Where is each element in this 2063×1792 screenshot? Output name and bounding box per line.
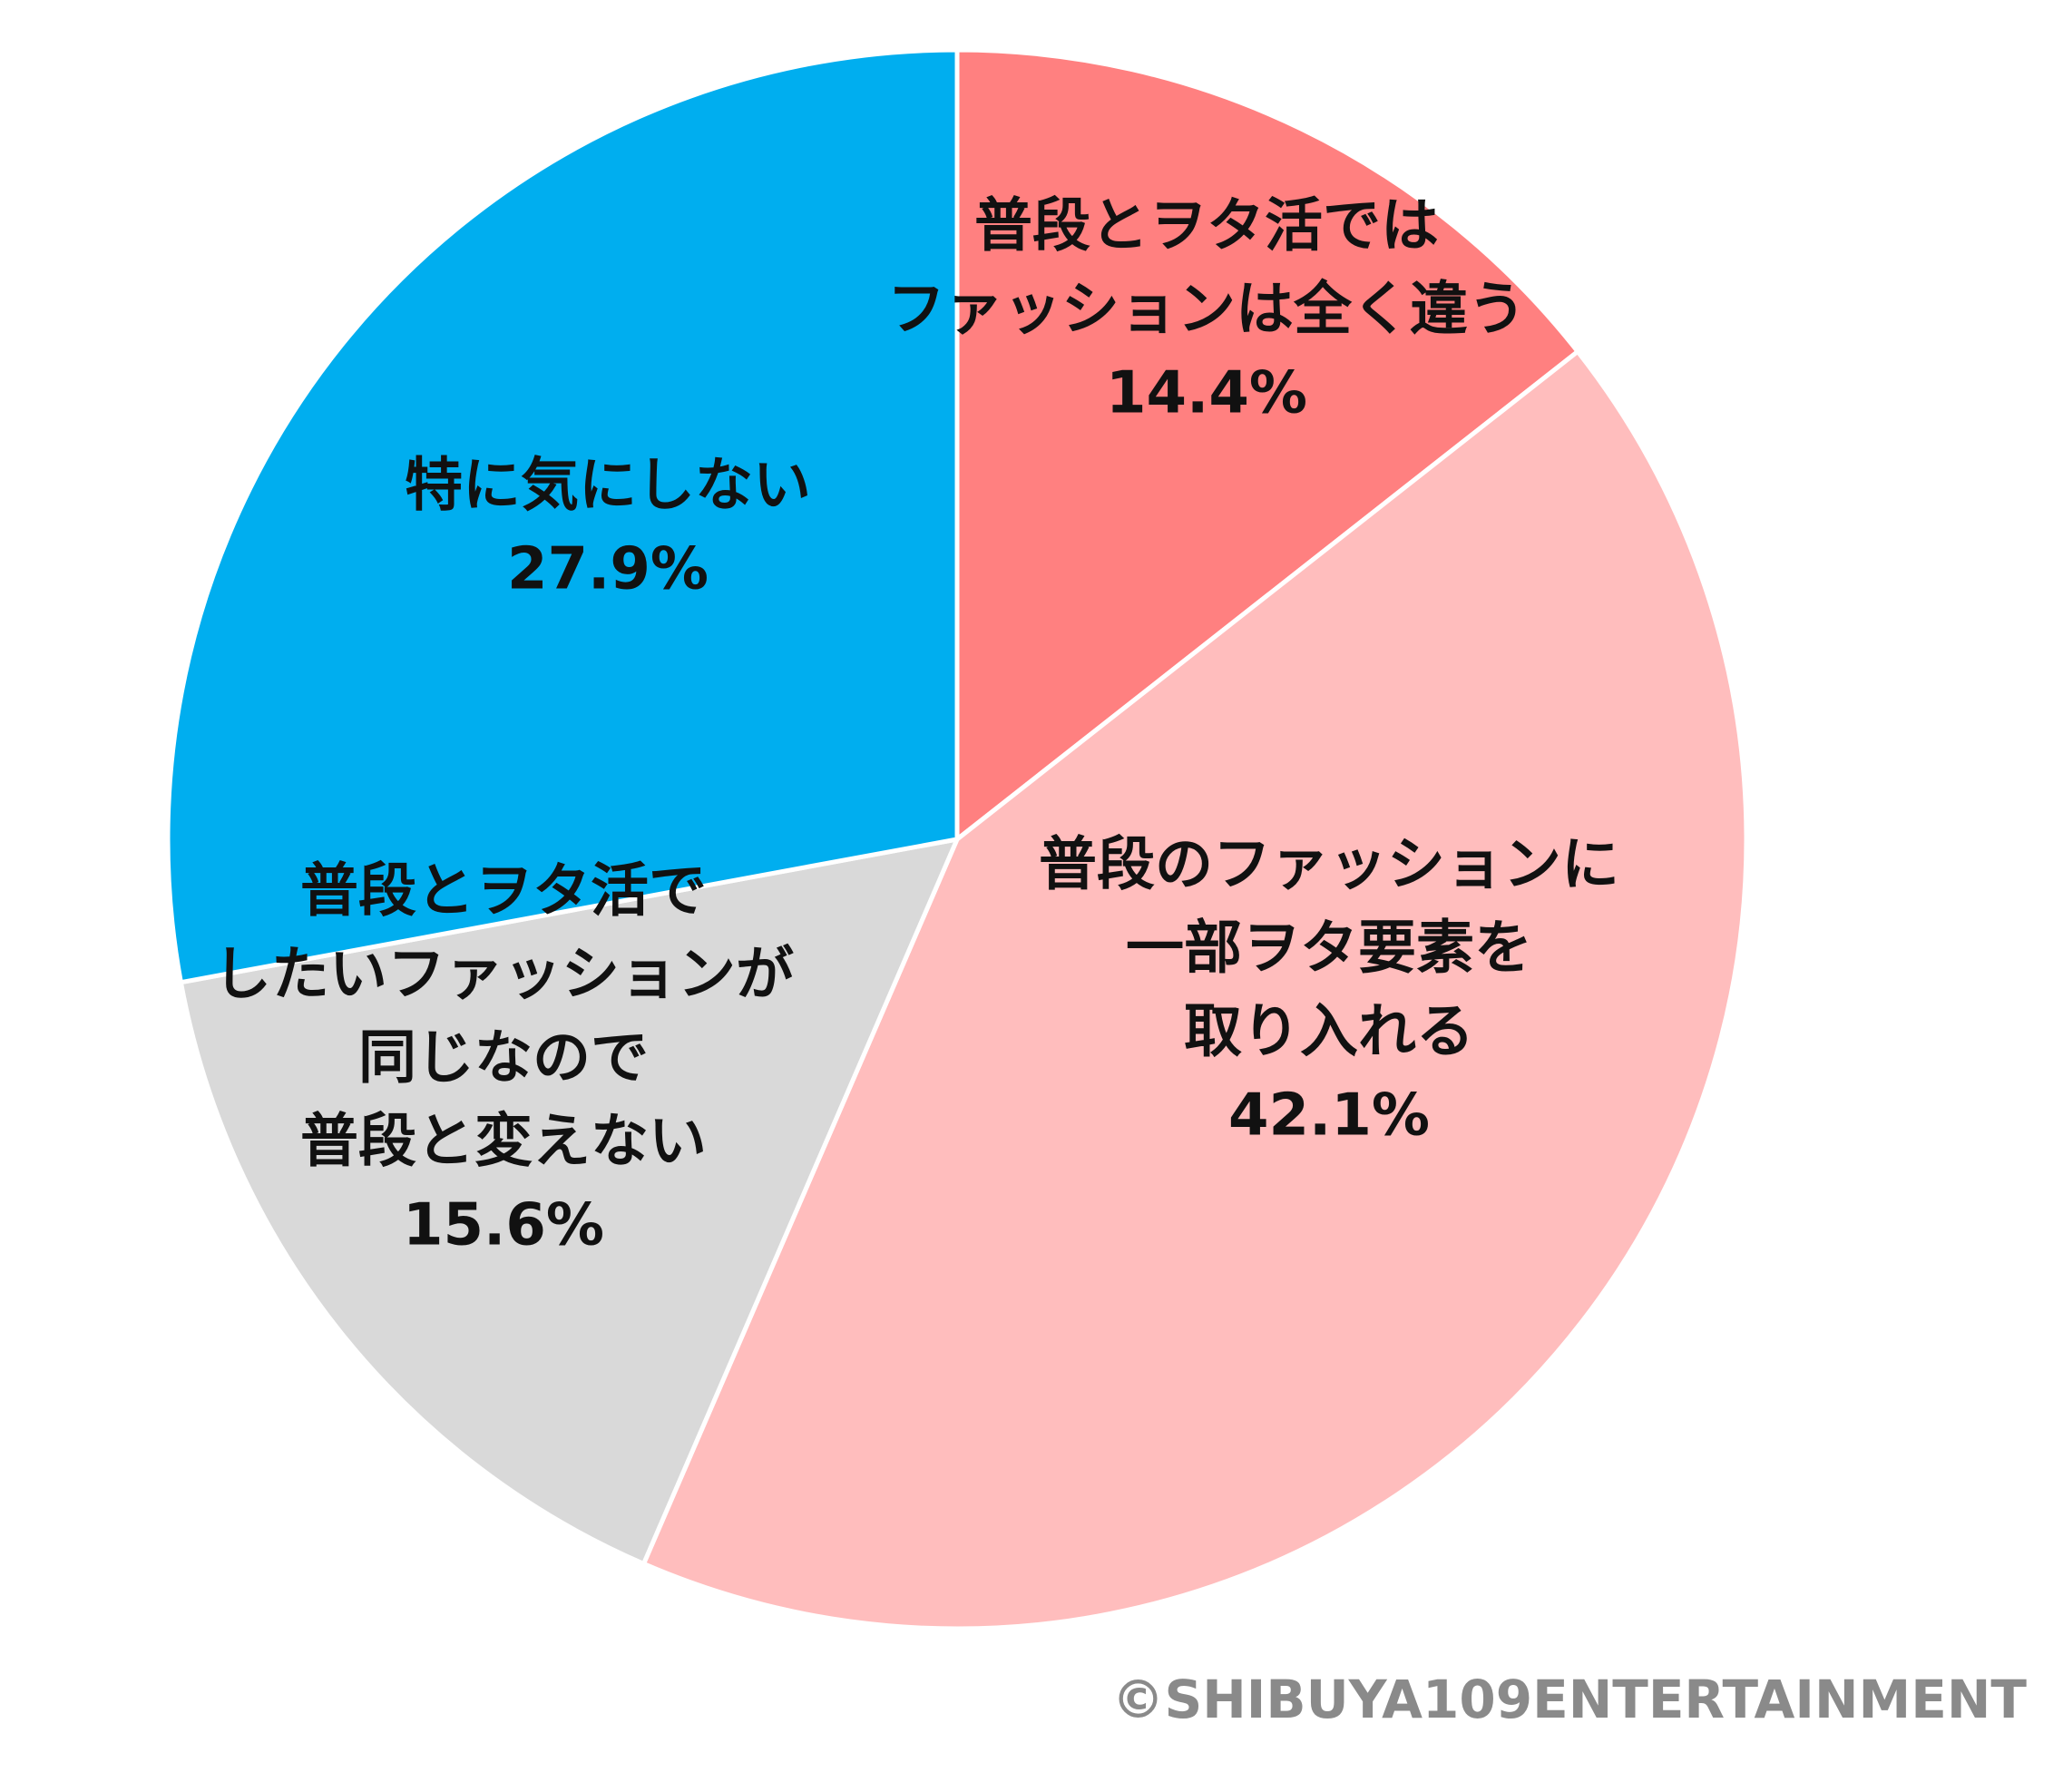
slice-value-3: 15.6% [403, 1192, 604, 1259]
pie-slice-1 [954, 47, 1580, 842]
slice-label-1-line-1: 普段とヲタ活では [974, 193, 1439, 260]
slice-label-3-line-2: したいファッションが [213, 942, 794, 1009]
pie-slice-3 [178, 837, 960, 1566]
slice-label-3-line-1: 普段とヲタ活で [300, 858, 707, 925]
slice-value-4: 27.9% [507, 536, 709, 603]
slice-label-3-line-3: 同じなので [358, 1025, 649, 1092]
slice-value-2: 42.1% [1228, 1082, 1430, 1150]
slice-label-3-line-4: 普段と変えない [300, 1109, 707, 1176]
slice-label-4-line-1: 特に気にしない [405, 453, 811, 520]
slice-value-1: 14.4% [1106, 360, 1307, 427]
slice-label-2-line-3: 取り入れる [1184, 999, 1474, 1066]
pie-slice-2 [640, 348, 1749, 1631]
pie-slice-4 [165, 47, 960, 985]
copyright-text: ©SHIBUYA109ENTERTAINMENT [1111, 1669, 2027, 1730]
slice-label-2-line-1: 普段のファッションに [1039, 832, 1619, 899]
slice-label-2-line-2: 一部ヲタ要素を [1126, 916, 1532, 983]
slice-label-1-line-2: ファッションは全く違う [887, 277, 1526, 344]
